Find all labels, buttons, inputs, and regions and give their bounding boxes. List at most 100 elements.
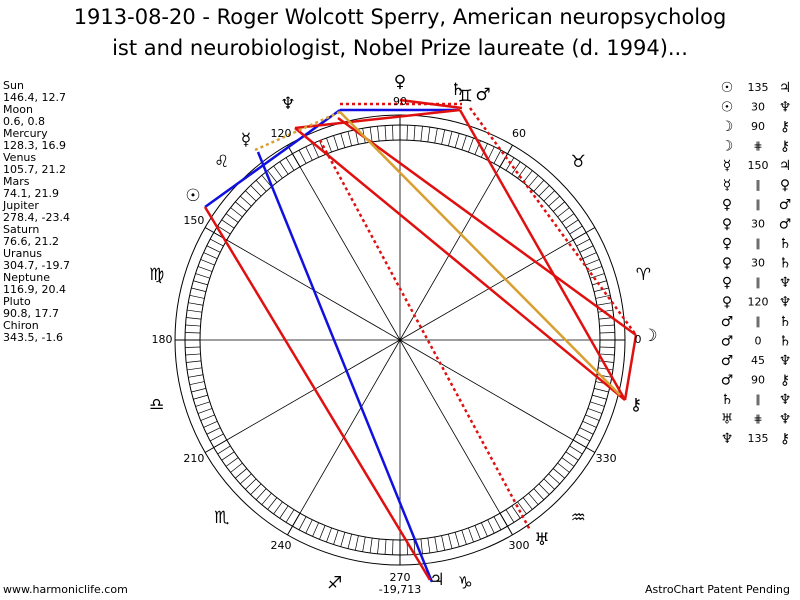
aspect-type: ∥ — [755, 315, 761, 328]
ring-tick — [255, 488, 267, 501]
spoke — [399, 339, 574, 441]
ring-tick — [579, 245, 594, 253]
ring-tick — [279, 505, 289, 519]
aspect-p2: ♆ — [779, 392, 792, 408]
aspect-p1: ♀ — [722, 197, 732, 213]
aspect-type: ⋕ — [753, 140, 762, 153]
ring-tick — [557, 207, 570, 218]
planet-name: Uranus — [3, 247, 42, 260]
sign-glyph: ♉ — [571, 152, 586, 172]
ring-tick — [599, 353, 615, 356]
ring-tick — [340, 133, 346, 148]
ring-tick — [592, 394, 607, 400]
ring-tick — [420, 126, 423, 142]
ring-tick — [511, 505, 521, 519]
aspect-type: 30 — [751, 218, 765, 231]
sign-glyph: ♌ — [214, 152, 229, 172]
ring-tick — [200, 414, 215, 421]
degree-label: 180 — [152, 333, 173, 346]
ring-tick — [347, 131, 352, 147]
ring-tick — [561, 457, 575, 467]
ring-tick — [217, 445, 231, 455]
aspect-line — [458, 109, 627, 401]
ring-tick — [565, 451, 579, 461]
ring-tick — [298, 516, 307, 530]
sign-glyph: ♑ — [458, 573, 473, 593]
ring-tick — [592, 280, 607, 286]
ring-tick — [267, 497, 278, 510]
ring-tick — [596, 302, 612, 306]
ring-tick — [548, 473, 561, 485]
ring-tick — [593, 287, 609, 292]
ring-tick — [200, 259, 215, 266]
aspect-line — [318, 139, 532, 531]
ring-tick — [576, 433, 590, 442]
planet-glyph: ☿ — [241, 130, 251, 150]
aspect-p2: ♄ — [779, 334, 792, 350]
ring-tick — [193, 280, 208, 286]
ring-tick — [517, 501, 527, 515]
ring-tick — [210, 433, 224, 442]
ring-tick — [413, 539, 416, 555]
aspect-p1: ♀ — [722, 275, 732, 291]
ring-tick — [189, 294, 205, 299]
aspect-p1: ☿ — [723, 158, 732, 174]
aspect-p2: ♀ — [780, 178, 790, 194]
ring-tick — [517, 165, 527, 179]
wheel — [174, 114, 626, 566]
degree-label: 0 — [635, 333, 642, 346]
ring-tick — [312, 143, 319, 158]
planet-coords: 343.5, -1.6 — [3, 331, 63, 344]
ring-tick — [347, 533, 352, 549]
ring-tick — [362, 536, 366, 552]
degree-label: 60 — [512, 127, 526, 140]
ring-tick — [599, 324, 615, 327]
aspect-type: ∥ — [755, 179, 761, 192]
ring-tick — [441, 129, 446, 145]
ring-tick — [305, 519, 313, 534]
aspect-p1: ♀ — [722, 256, 732, 272]
planet-coords: 105.7, 21.2 — [3, 163, 66, 176]
planet-coords: 278.4, -23.4 — [3, 211, 70, 224]
division — [287, 512, 301, 536]
ring-tick — [493, 516, 502, 530]
aspect-p1: ♀ — [722, 217, 732, 233]
planet-name: Mercury — [3, 127, 48, 140]
ring-tick — [474, 525, 481, 540]
aspect-p2: ♄ — [779, 314, 792, 330]
ring-tick — [538, 483, 550, 495]
ring-tick — [195, 273, 210, 279]
division — [204, 439, 228, 453]
ring-tick — [448, 533, 453, 549]
ring-tick — [533, 179, 545, 192]
sign-glyph: ♊ — [458, 87, 473, 107]
aspect-type: ∥ — [755, 276, 761, 289]
aspect-p2: ⚷ — [780, 119, 790, 135]
aspect-type: ⋕ — [753, 413, 762, 426]
aspect-p2: ♆ — [779, 353, 792, 369]
ring-tick — [333, 135, 339, 150]
ring-tick — [493, 150, 502, 164]
ring-tick — [225, 457, 239, 467]
ring-tick — [225, 213, 239, 223]
ring-tick — [441, 535, 446, 551]
planet-name: Jupiter — [2, 199, 39, 212]
ring-tick — [250, 185, 262, 197]
ring-tick — [235, 468, 248, 479]
ring-tick — [206, 245, 221, 253]
planet-name: Venus — [3, 151, 36, 164]
ring-tick — [333, 530, 339, 545]
ring-tick — [369, 538, 373, 553]
ring-tick — [579, 427, 594, 435]
aspect-type: 30 — [751, 101, 765, 114]
aspect-p2: ♃ — [779, 158, 792, 174]
degree-label: 240 — [271, 539, 292, 552]
ring-tick — [487, 146, 495, 161]
ring-tick — [590, 401, 605, 407]
ring-tick — [245, 478, 257, 490]
aspect-p1: ♂ — [721, 314, 734, 330]
ring-tick — [582, 252, 597, 259]
ring-tick — [582, 421, 597, 428]
ring-tick — [461, 135, 467, 150]
ring-tick — [434, 536, 438, 552]
